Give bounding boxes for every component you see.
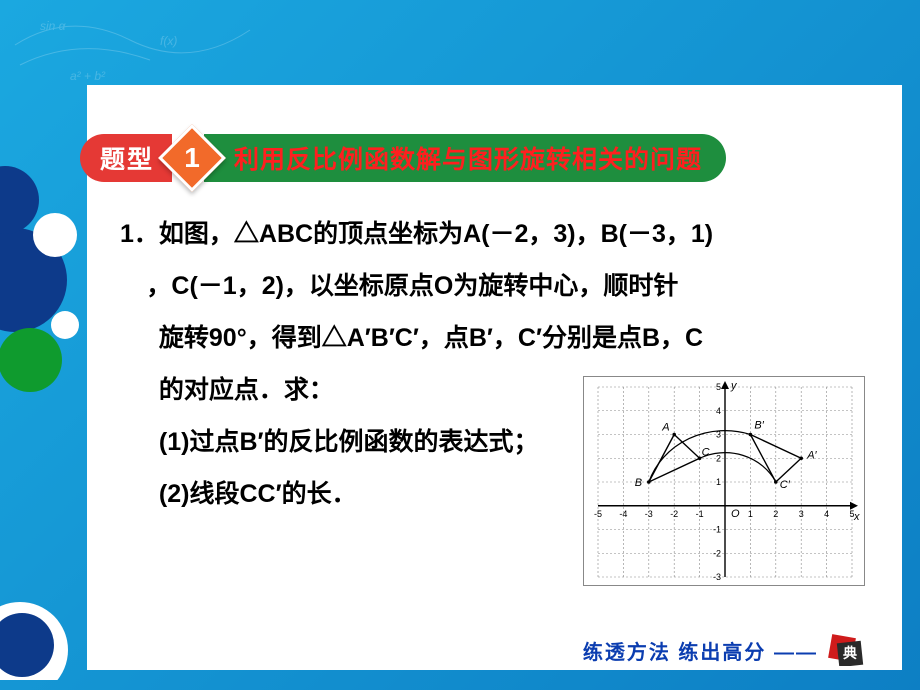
svg-text:-5: -5 [594, 509, 602, 519]
svg-text:O: O [731, 508, 740, 520]
svg-text:a² + b²: a² + b² [70, 69, 106, 83]
svg-text:-1: -1 [696, 509, 704, 519]
svg-text:3: 3 [799, 509, 804, 519]
svg-text:C: C [702, 446, 710, 458]
section-number-badge: 1 [162, 128, 222, 188]
decorative-math-overlay: f(x) sin α a² + b² [10, 5, 310, 95]
svg-text:A: A [661, 422, 669, 434]
svg-text:2: 2 [716, 453, 721, 463]
section-title: 利用反比例函数解与图形旋转相关的问题 [204, 134, 726, 182]
svg-text:B: B [635, 477, 642, 489]
svg-text:-4: -4 [619, 509, 627, 519]
svg-text:y: y [730, 380, 738, 392]
svg-text:4: 4 [824, 509, 829, 519]
svg-text:典: 典 [843, 645, 859, 661]
svg-text:4: 4 [716, 406, 721, 416]
svg-text:-2: -2 [713, 548, 721, 558]
slide-footer: 练透方法 练出高分 —— 典 [583, 634, 864, 666]
problem-line-4: 的对应点．求： [159, 376, 334, 404]
svg-text:C′: C′ [780, 479, 791, 491]
problem-line-3: 旋转90°，得到△A′B′C′，点B′，C′分别是点B，C [159, 324, 703, 352]
problem-sub-2: (2)线段CC′的长． [159, 480, 357, 508]
section-header: 题型 1 利用反比例函数解与图形旋转相关的问题 [80, 128, 726, 188]
svg-text:-1: -1 [713, 525, 721, 535]
svg-text:2: 2 [773, 509, 778, 519]
section-number: 1 [162, 128, 222, 188]
footer-logo-icon: 典 [828, 634, 864, 666]
svg-text:B′: B′ [754, 420, 764, 432]
problem-line-2: ，C(－1，2)，以坐标原点O为旋转中心，顺时针 [146, 272, 678, 300]
problem-number: 1． [120, 220, 159, 248]
svg-text:A′: A′ [806, 449, 817, 461]
problem-line-1: 如图，△ABC的顶点坐标为A(－2，3)，B(－3，1) [159, 220, 713, 248]
svg-text:1: 1 [748, 509, 753, 519]
svg-text:x: x [853, 511, 860, 523]
svg-text:-3: -3 [645, 509, 653, 519]
svg-text:f(x): f(x) [160, 34, 177, 48]
problem-sub-1: (1)过点B′的反比例函数的表达式； [159, 428, 539, 456]
footer-text: 练透方法 练出高分 —— [583, 636, 818, 665]
decorative-circles [0, 160, 90, 680]
svg-text:1: 1 [716, 477, 721, 487]
svg-text:5: 5 [716, 382, 721, 392]
svg-text:-3: -3 [713, 572, 721, 582]
coordinate-graph: -5-4-3-2-112345-3-2-112345OxyABCA′B′C′ [583, 376, 865, 586]
svg-text:sin α: sin α [40, 19, 67, 33]
svg-text:-2: -2 [670, 509, 678, 519]
